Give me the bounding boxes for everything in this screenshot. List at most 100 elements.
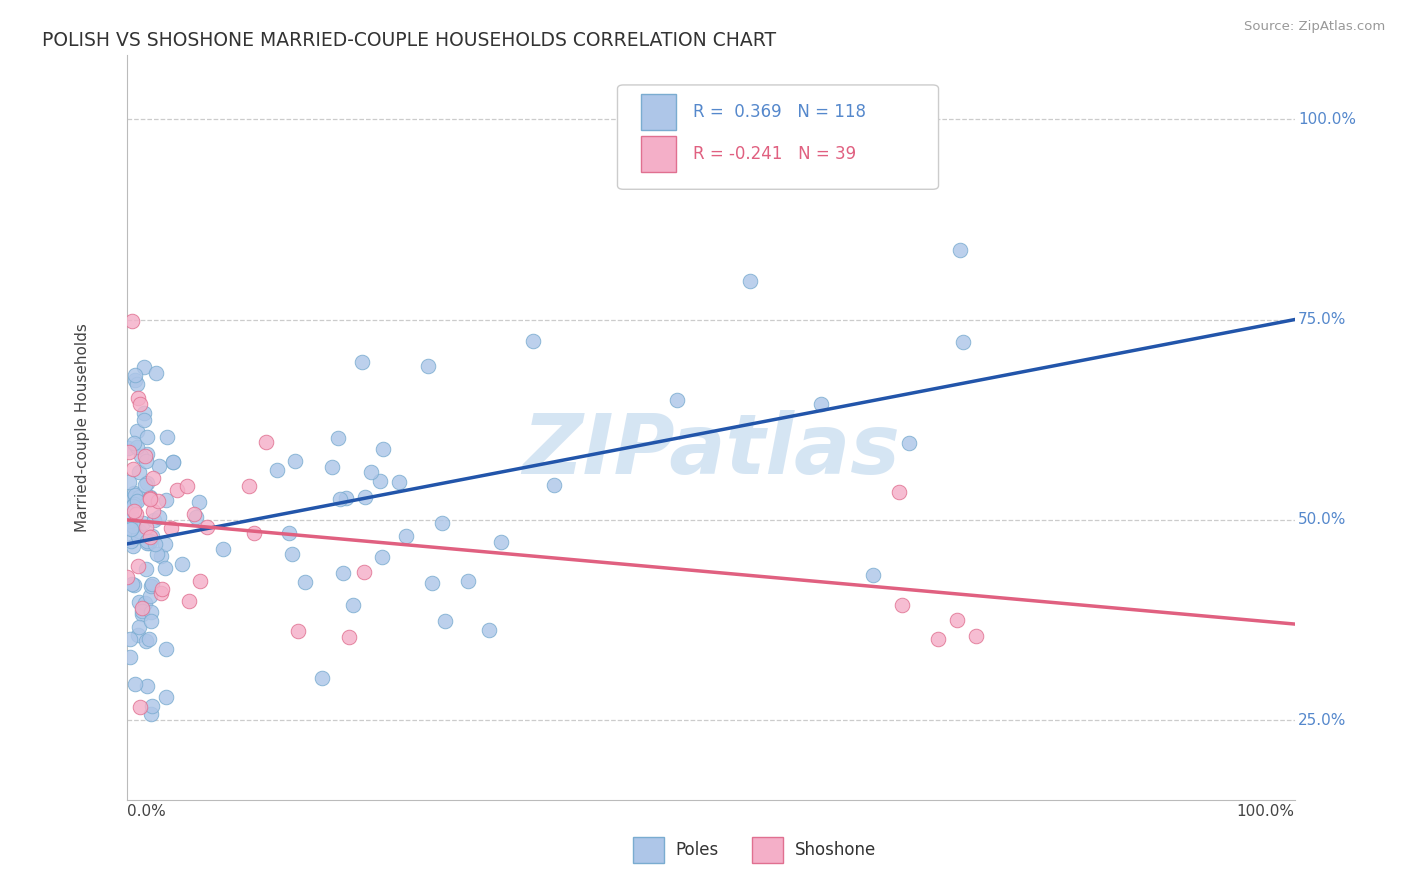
Point	[124, 677, 146, 691]
Point	[965, 629, 987, 643]
Point	[360, 465, 382, 479]
Point	[118, 521, 141, 535]
Point	[153, 536, 176, 550]
Point	[135, 476, 157, 491]
Point	[121, 314, 143, 328]
Point	[139, 492, 162, 507]
Point	[162, 455, 184, 469]
Point	[326, 431, 349, 445]
Text: Poles: Poles	[675, 841, 718, 859]
Point	[128, 490, 150, 504]
Point	[342, 598, 364, 612]
Point	[122, 498, 145, 512]
Point	[117, 475, 139, 490]
Point	[135, 634, 157, 648]
Point	[155, 493, 177, 508]
Point	[134, 359, 156, 374]
Point	[124, 368, 146, 383]
Point	[177, 593, 200, 607]
Point	[127, 440, 149, 454]
Point	[141, 528, 163, 542]
Point	[810, 397, 832, 411]
Point	[149, 586, 172, 600]
Point	[155, 690, 177, 705]
Point	[294, 574, 316, 589]
Text: 100.0%: 100.0%	[1237, 805, 1295, 820]
Point	[129, 700, 152, 714]
Point	[927, 632, 949, 646]
Point	[136, 533, 159, 548]
Point	[371, 549, 394, 564]
Point	[139, 579, 162, 593]
Point	[433, 615, 456, 629]
Point	[395, 529, 418, 543]
Point	[188, 494, 211, 508]
Point	[129, 449, 152, 463]
Point	[118, 444, 141, 458]
Point	[134, 595, 156, 609]
Text: 100.0%: 100.0%	[1298, 112, 1355, 127]
Point	[898, 436, 921, 450]
Point	[141, 698, 163, 713]
Point	[122, 578, 145, 592]
Text: 0.0%: 0.0%	[127, 805, 166, 820]
Point	[478, 624, 501, 638]
Text: 50.0%: 50.0%	[1298, 512, 1347, 527]
Point	[135, 536, 157, 550]
Point	[128, 595, 150, 609]
Text: Shoshone: Shoshone	[794, 841, 876, 859]
Point	[127, 559, 149, 574]
Point	[142, 504, 165, 518]
Point	[368, 474, 391, 488]
Point	[121, 518, 143, 533]
Point	[122, 539, 145, 553]
FancyBboxPatch shape	[641, 94, 676, 129]
Point	[862, 568, 884, 582]
Point	[172, 557, 194, 571]
Point	[148, 494, 170, 508]
Point	[122, 436, 145, 450]
Point	[420, 576, 443, 591]
Point	[135, 430, 157, 444]
Point	[150, 549, 173, 563]
FancyBboxPatch shape	[641, 136, 676, 172]
Point	[132, 406, 155, 420]
Point	[136, 447, 159, 461]
Point	[121, 462, 143, 476]
Point	[354, 490, 377, 504]
Point	[135, 454, 157, 468]
Point	[430, 516, 453, 530]
Point	[350, 355, 373, 369]
Point	[125, 424, 148, 438]
Point	[155, 641, 177, 656]
FancyBboxPatch shape	[617, 85, 939, 189]
Point	[188, 574, 211, 589]
Point	[128, 465, 150, 479]
Point	[128, 619, 150, 633]
Point	[138, 535, 160, 549]
Text: R =  0.369   N = 118: R = 0.369 N = 118	[693, 103, 866, 120]
Point	[134, 449, 156, 463]
Point	[143, 537, 166, 551]
Point	[242, 525, 264, 540]
Point	[121, 576, 143, 591]
Point	[125, 508, 148, 522]
Point	[139, 615, 162, 629]
Point	[143, 513, 166, 527]
Point	[135, 519, 157, 533]
Point	[138, 632, 160, 647]
Point	[176, 479, 198, 493]
Point	[138, 589, 160, 603]
Point	[311, 671, 333, 685]
Point	[139, 490, 162, 504]
Point	[122, 486, 145, 500]
Point	[738, 274, 761, 288]
Point	[353, 565, 375, 579]
Text: Source: ZipAtlas.com: Source: ZipAtlas.com	[1244, 20, 1385, 33]
Point	[146, 547, 169, 561]
Point	[949, 243, 972, 257]
Point	[124, 372, 146, 386]
Point	[118, 514, 141, 528]
Point	[287, 624, 309, 639]
Point	[131, 604, 153, 618]
